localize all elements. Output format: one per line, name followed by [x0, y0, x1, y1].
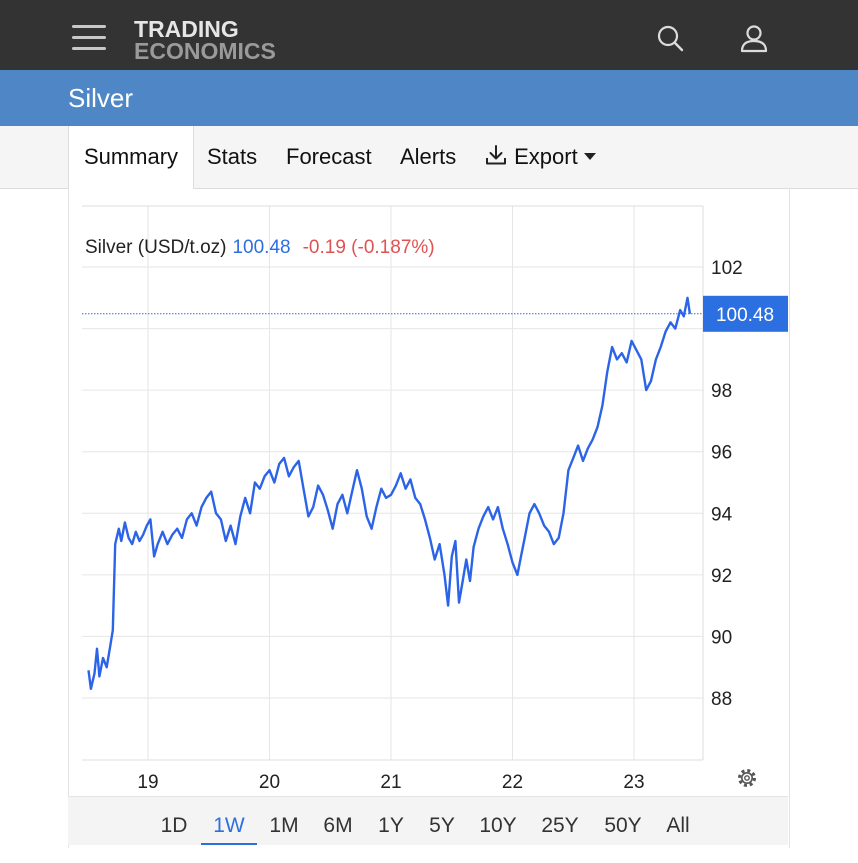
y-tick-label: 92: [711, 566, 732, 587]
range-1w-button[interactable]: 1W: [201, 797, 257, 845]
range-1d-button[interactable]: 1D: [160, 814, 188, 837]
y-tick-label: 88: [711, 689, 732, 710]
tab-stats-label: Stats: [207, 144, 258, 169]
caret-down-icon: [583, 153, 596, 160]
tab-forecast[interactable]: Forecast: [286, 126, 372, 188]
logo-line-1: TRADING: [134, 16, 239, 42]
hamburger-menu-icon[interactable]: [72, 25, 106, 51]
tab-stats[interactable]: Stats: [207, 126, 257, 188]
x-tick-label: 19: [137, 772, 158, 793]
x-tick-label: 20: [259, 772, 280, 793]
range-5y-button[interactable]: 5Y: [429, 814, 455, 837]
time-range-selector: 1D 1W 1M 6M 1Y 5Y 10Y 25Y 50Y All: [68, 796, 788, 845]
x-tick-label: 21: [380, 772, 401, 793]
user-icon[interactable]: [739, 24, 769, 54]
range-10y-button[interactable]: 10Y: [479, 814, 517, 837]
top-navigation-bar: TRADING ECONOMICS: [0, 0, 858, 70]
range-1y-button[interactable]: 1Y: [378, 814, 404, 837]
x-tick-label: 22: [502, 772, 523, 793]
chart-container: 88 90 92 94 96 98 102 19 20 21 22 23 100.48 Silver…: [68, 188, 790, 848]
range-6m-button[interactable]: 6M: [323, 814, 353, 837]
price-chart[interactable]: 88 90 92 94 96 98 102 19 20 21 22 23 100.48 Silver…: [69, 188, 789, 796]
gear-icon[interactable]: [738, 769, 756, 787]
y-tick-label: 94: [711, 504, 733, 525]
search-icon[interactable]: [656, 24, 686, 54]
range-all-button[interactable]: All: [666, 814, 690, 837]
tab-summary-label: Summary: [83, 144, 179, 169]
last-price-label: 100.48: [716, 305, 774, 326]
page-title-bar: Silver: [0, 70, 858, 126]
legend-change: -0.19 (-0.187%): [303, 237, 435, 258]
chart-legend: Silver (USD/t.oz) 100.48 -0.19 (-0.187%): [85, 237, 435, 258]
tab-alerts-label: Alerts: [400, 144, 457, 169]
y-tick-label: 90: [711, 627, 732, 648]
y-tick-label: 96: [711, 443, 732, 464]
x-axis-labels: 19 20 21 22 23: [137, 772, 644, 793]
y-tick-label: 102: [711, 258, 743, 279]
trading-economics-logo[interactable]: TRADING ECONOMICS: [134, 16, 276, 64]
legend-series-name: Silver (USD/t.oz): [85, 237, 226, 258]
tab-export[interactable]: Export: [484, 126, 596, 188]
tab-summary[interactable]: Summary: [68, 126, 194, 189]
y-axis-labels: 88 90 92 94 96 98 102: [711, 258, 743, 710]
tab-bar: Summary Stats Forecast Alerts Export: [0, 126, 858, 189]
x-tick-label: 23: [623, 772, 644, 793]
range-1m-button[interactable]: 1M: [269, 814, 299, 837]
tab-forecast-label: Forecast: [286, 144, 372, 169]
range-25y-button[interactable]: 25Y: [541, 814, 579, 837]
page-title: Silver: [68, 83, 134, 113]
logo-line-2: ECONOMICS: [134, 38, 276, 64]
download-icon: [486, 145, 506, 165]
silver-price-line: [87, 296, 692, 690]
chart-grid: [82, 205, 704, 761]
range-50y-button[interactable]: 50Y: [604, 814, 642, 837]
tab-export-label: Export: [514, 144, 578, 169]
tab-alerts[interactable]: Alerts: [400, 126, 456, 188]
y-tick-label: 98: [711, 381, 732, 402]
legend-value: 100.48: [232, 237, 290, 258]
last-price-badge: 100.48: [703, 295, 788, 332]
